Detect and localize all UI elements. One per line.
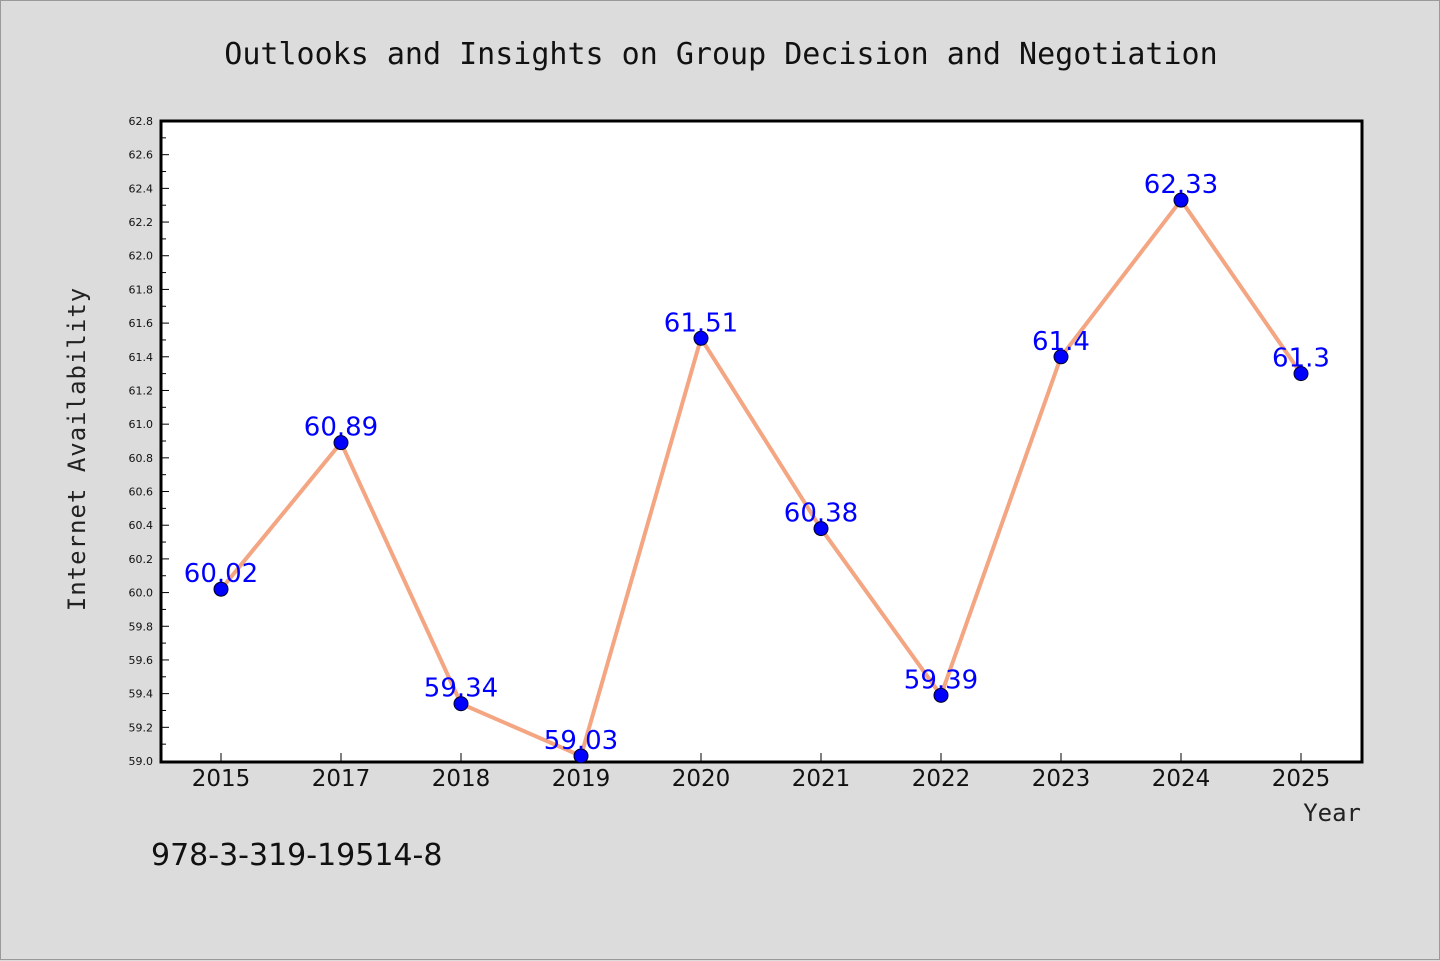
- y-axis: 59.0 59.2 59.4 59.6 59.8 60.0 60.2 60.4 60.6 60.8…: [129, 115, 169, 768]
- y-tick-label: 61.4: [129, 351, 154, 364]
- x-tick-label: 2019: [552, 766, 611, 792]
- y-tick-label: 59.4: [129, 688, 154, 701]
- y-tick-label: 61.0: [129, 418, 154, 431]
- y-tick-label: 59.8: [129, 620, 154, 633]
- x-tick-label: 2025: [1272, 766, 1331, 792]
- x-tick-label: 2024: [1152, 766, 1211, 792]
- data-label-2025: 61.3: [1272, 344, 1330, 374]
- y-tick-label: 60.0: [129, 587, 154, 600]
- isbn-footer: 978-3-319-19514-8: [151, 838, 442, 873]
- x-axis: 2015 2017 2018 2019 2020 2021 2022 2023 2024 2025: [192, 753, 1331, 792]
- y-tick-label: 61.8: [129, 283, 154, 296]
- data-label-2018: 59.34: [424, 674, 498, 704]
- y-tick-label: 61.6: [129, 317, 154, 330]
- data-label-2021: 60.38: [784, 499, 858, 529]
- data-point-2022: [933, 687, 949, 703]
- chart-title: Outlooks and Insights on Group Decision …: [224, 37, 1217, 72]
- x-axis-label: Year: [1303, 799, 1361, 827]
- y-tick-label: 59.2: [129, 721, 154, 734]
- data-label-2015: 60.02: [184, 559, 258, 589]
- data-point-2015: [213, 581, 229, 597]
- data-label-2020: 61.51: [664, 308, 738, 338]
- data-label-2023: 61.4: [1032, 327, 1090, 357]
- x-tick-label: 2020: [672, 766, 731, 792]
- y-tick-label: 62.6: [129, 149, 154, 162]
- x-tick-label: 2023: [1032, 766, 1091, 792]
- x-tick-label: 2017: [312, 766, 371, 792]
- y-tick-label: 60.8: [129, 452, 154, 465]
- data-label-2017: 60.89: [304, 413, 378, 443]
- x-tick-label: 2018: [432, 766, 491, 792]
- y-tick-label: 62.2: [129, 216, 154, 229]
- data-label-2024: 62.33: [1144, 170, 1218, 200]
- y-tick-label: 61.2: [129, 384, 154, 397]
- data-point-2018: [453, 696, 469, 712]
- markers-group: [213, 192, 1309, 764]
- data-point-2020: [693, 330, 709, 346]
- y-tick-label: 60.4: [129, 519, 154, 532]
- series-line-group: [219, 198, 1303, 758]
- x-tick-label: 2021: [792, 766, 851, 792]
- y-tick-label: 62.4: [129, 182, 154, 195]
- data-point-2024: [1173, 192, 1189, 208]
- data-labels-group: 60.02 60.89 59.34 59.03 61.51 60.38 59.39 61.4 6…: [184, 170, 1330, 756]
- data-point-2019: [573, 748, 589, 764]
- x-tick-label: 2022: [912, 766, 971, 792]
- data-point-2025: [1293, 366, 1309, 382]
- data-point-2017: [333, 435, 349, 451]
- y-axis-label: Internet Availability: [63, 287, 91, 611]
- data-label-2022: 59.39: [904, 665, 978, 695]
- y-tick-label: 60.6: [129, 486, 154, 499]
- y-tick-label: 59.6: [129, 654, 154, 667]
- data-point-2021: [813, 521, 829, 537]
- y-tick-label: 60.2: [129, 553, 154, 566]
- y-tick-label: 62.0: [129, 250, 154, 263]
- series-line: [219, 198, 1303, 758]
- x-tick-label: 2015: [192, 766, 251, 792]
- y-tick-label: 59.0: [129, 755, 154, 768]
- y-tick-label: 62.8: [129, 115, 154, 128]
- data-label-2019: 59.03: [544, 726, 618, 756]
- data-point-2023: [1053, 349, 1069, 365]
